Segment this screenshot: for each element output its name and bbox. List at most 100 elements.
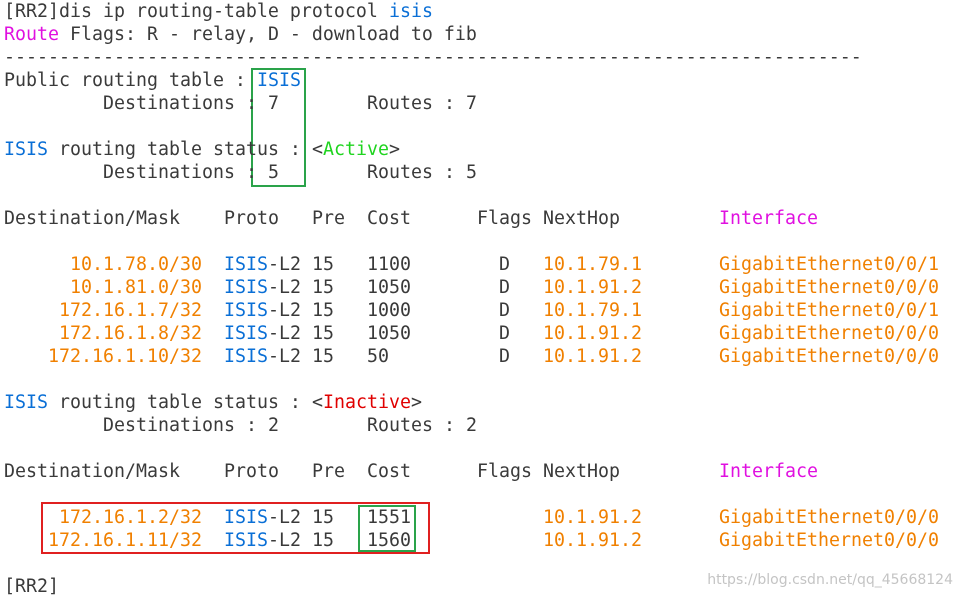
table-name: ISIS	[257, 69, 301, 91]
proto: ISIS	[224, 276, 268, 298]
cost: 1050	[367, 322, 411, 344]
destination: 172.16.1.8/32	[59, 322, 202, 344]
column-header: Pre	[312, 460, 345, 482]
legend-text: Flags: R - relay, D - download to fib	[70, 23, 477, 45]
nexthop: 10.1.91.2	[543, 529, 642, 551]
proto-level: -L2	[268, 345, 301, 367]
column-header: NextHop	[543, 207, 620, 229]
column-header: Cost	[367, 460, 411, 482]
command: [RR2]dis ip routing-table protocol	[4, 0, 378, 22]
column-header: Destination/Mask	[4, 460, 180, 482]
highlight-box	[41, 502, 430, 554]
preference: 15	[312, 299, 334, 321]
count-label: Destinations :	[103, 161, 257, 183]
bracket: >	[411, 391, 422, 413]
count-label: Destinations :	[103, 414, 257, 436]
interface: GigabitEthernet0/0/0	[719, 276, 939, 298]
preference: 15	[312, 322, 334, 344]
status-label: routing table status :	[59, 391, 301, 413]
watermark: https://blog.csdn.net/qq_45668124	[707, 572, 953, 588]
flags: D	[499, 345, 510, 367]
count-label: Routes :	[367, 92, 455, 114]
column-header: Interface	[719, 207, 818, 229]
bracket: >	[389, 138, 400, 160]
command-keyword: isis	[389, 0, 433, 22]
column-header: Cost	[367, 207, 411, 229]
interface: GigabitEthernet0/0/1	[719, 253, 939, 275]
count-value: 7	[466, 92, 477, 114]
cost: 1560	[367, 529, 411, 551]
preference: 15	[312, 529, 334, 551]
prompt: [RR2]	[4, 575, 59, 597]
bracket: <	[312, 391, 323, 413]
column-header: Proto	[224, 460, 279, 482]
proto-level: -L2	[268, 253, 301, 275]
nexthop: 10.1.79.1	[543, 299, 642, 321]
preference: 15	[312, 253, 334, 275]
interface: GigabitEthernet0/0/0	[719, 506, 939, 528]
nexthop: 10.1.91.2	[543, 345, 642, 367]
cost: 1000	[367, 299, 411, 321]
column-header: Interface	[719, 460, 818, 482]
status-label: routing table status :	[59, 138, 301, 160]
column-header: NextHop	[543, 460, 620, 482]
interface: GigabitEthernet0/0/0	[719, 529, 939, 551]
cost: 1551	[367, 506, 411, 528]
proto: ISIS	[224, 299, 268, 321]
count-value: 2	[268, 414, 279, 436]
highlight-box	[358, 505, 416, 552]
column-header: Flags	[477, 207, 532, 229]
count-label: Routes :	[367, 161, 455, 183]
proto: ISIS	[224, 529, 268, 551]
legend-label: Route	[4, 23, 59, 45]
preference: 15	[312, 345, 334, 367]
cost: 1100	[367, 253, 411, 275]
highlight-box	[251, 68, 306, 187]
proto: ISIS	[224, 322, 268, 344]
cost: 50	[367, 345, 389, 367]
nexthop: 10.1.79.1	[543, 253, 642, 275]
protocol: ISIS	[4, 391, 48, 413]
proto-level: -L2	[268, 299, 301, 321]
destination: 172.16.1.10/32	[48, 345, 202, 367]
column-header: Pre	[312, 207, 345, 229]
proto-level: -L2	[268, 506, 301, 528]
flags: D	[499, 276, 510, 298]
destination: 10.1.78.0/30	[70, 253, 202, 275]
proto: ISIS	[224, 506, 268, 528]
count-value: 5	[268, 161, 279, 183]
interface: GigabitEthernet0/0/0	[719, 322, 939, 344]
cost: 1050	[367, 276, 411, 298]
bracket: <	[312, 138, 323, 160]
destination: 10.1.81.0/30	[70, 276, 202, 298]
destination: 172.16.1.11/32	[48, 529, 202, 551]
column-header: Proto	[224, 207, 279, 229]
preference: 15	[312, 276, 334, 298]
count-value: 2	[466, 414, 477, 436]
nexthop: 10.1.91.2	[543, 506, 642, 528]
count-label: Destinations :	[103, 92, 257, 114]
preference: 15	[312, 506, 334, 528]
destination: 172.16.1.2/32	[59, 506, 202, 528]
flags: D	[499, 253, 510, 275]
nexthop: 10.1.91.2	[543, 276, 642, 298]
proto: ISIS	[224, 253, 268, 275]
flags: D	[499, 299, 510, 321]
proto-level: -L2	[268, 276, 301, 298]
count-label: Routes :	[367, 414, 455, 436]
proto-level: -L2	[268, 322, 301, 344]
count-value: 7	[268, 92, 279, 114]
proto: ISIS	[224, 345, 268, 367]
nexthop: 10.1.91.2	[543, 322, 642, 344]
status: Active	[323, 138, 389, 160]
interface: GigabitEthernet0/0/1	[719, 299, 939, 321]
column-header: Destination/Mask	[4, 207, 180, 229]
proto-level: -L2	[268, 529, 301, 551]
flags: D	[499, 322, 510, 344]
destination: 172.16.1.7/32	[59, 299, 202, 321]
protocol: ISIS	[4, 138, 48, 160]
separator: ----------------------------------------…	[4, 46, 862, 68]
table-label: Public routing table :	[4, 69, 246, 91]
count-value: 5	[466, 161, 477, 183]
